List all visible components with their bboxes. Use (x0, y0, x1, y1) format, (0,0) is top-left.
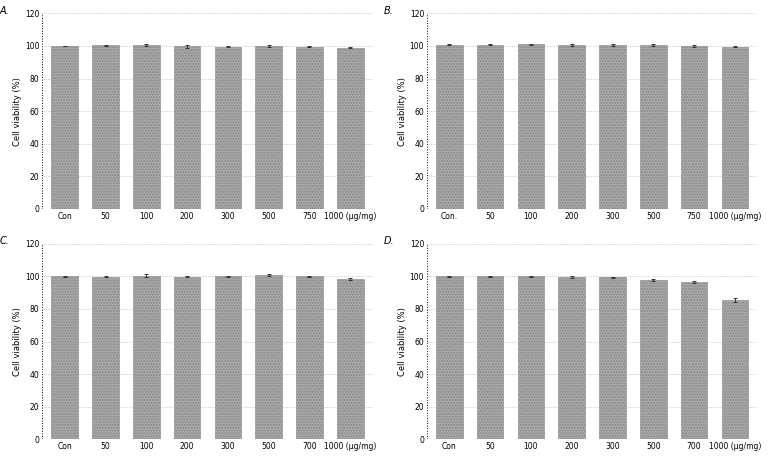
Bar (337, 48, 364, 209)
Bar (93, 277, 119, 439)
Bar (518, 276, 544, 439)
Bar (722, 300, 748, 439)
Bar (477, 44, 503, 209)
Bar (52, 46, 78, 209)
Y-axis label: Cell viability (%): Cell viability (%) (398, 76, 407, 146)
Bar (436, 44, 462, 209)
Bar (133, 45, 160, 209)
Bar (174, 46, 201, 209)
Bar (722, 47, 748, 209)
Bar (215, 47, 241, 209)
Bar (337, 279, 364, 439)
Bar (558, 45, 585, 209)
Bar (477, 276, 503, 439)
Text: B.: B. (384, 5, 394, 16)
Text: C.: C. (0, 236, 9, 246)
Text: D.: D. (384, 236, 394, 246)
Y-axis label: Cell viability (%): Cell viability (%) (13, 76, 22, 146)
Bar (681, 282, 707, 439)
Bar (256, 275, 282, 439)
Bar (296, 276, 323, 439)
Y-axis label: Cell viability (%): Cell viability (%) (398, 307, 407, 376)
Bar (215, 276, 241, 439)
Bar (640, 45, 666, 209)
Bar (681, 46, 707, 209)
Bar (436, 276, 462, 439)
Bar (518, 44, 544, 209)
Bar (174, 277, 201, 439)
Y-axis label: Cell viability (%): Cell viability (%) (13, 307, 22, 376)
Bar (52, 276, 78, 439)
Text: A.: A. (0, 5, 9, 16)
Bar (640, 280, 666, 439)
Bar (558, 277, 585, 439)
Bar (599, 278, 626, 439)
Bar (133, 276, 160, 439)
Bar (256, 46, 282, 209)
Bar (599, 44, 626, 209)
Bar (93, 45, 119, 209)
Bar (296, 47, 323, 209)
